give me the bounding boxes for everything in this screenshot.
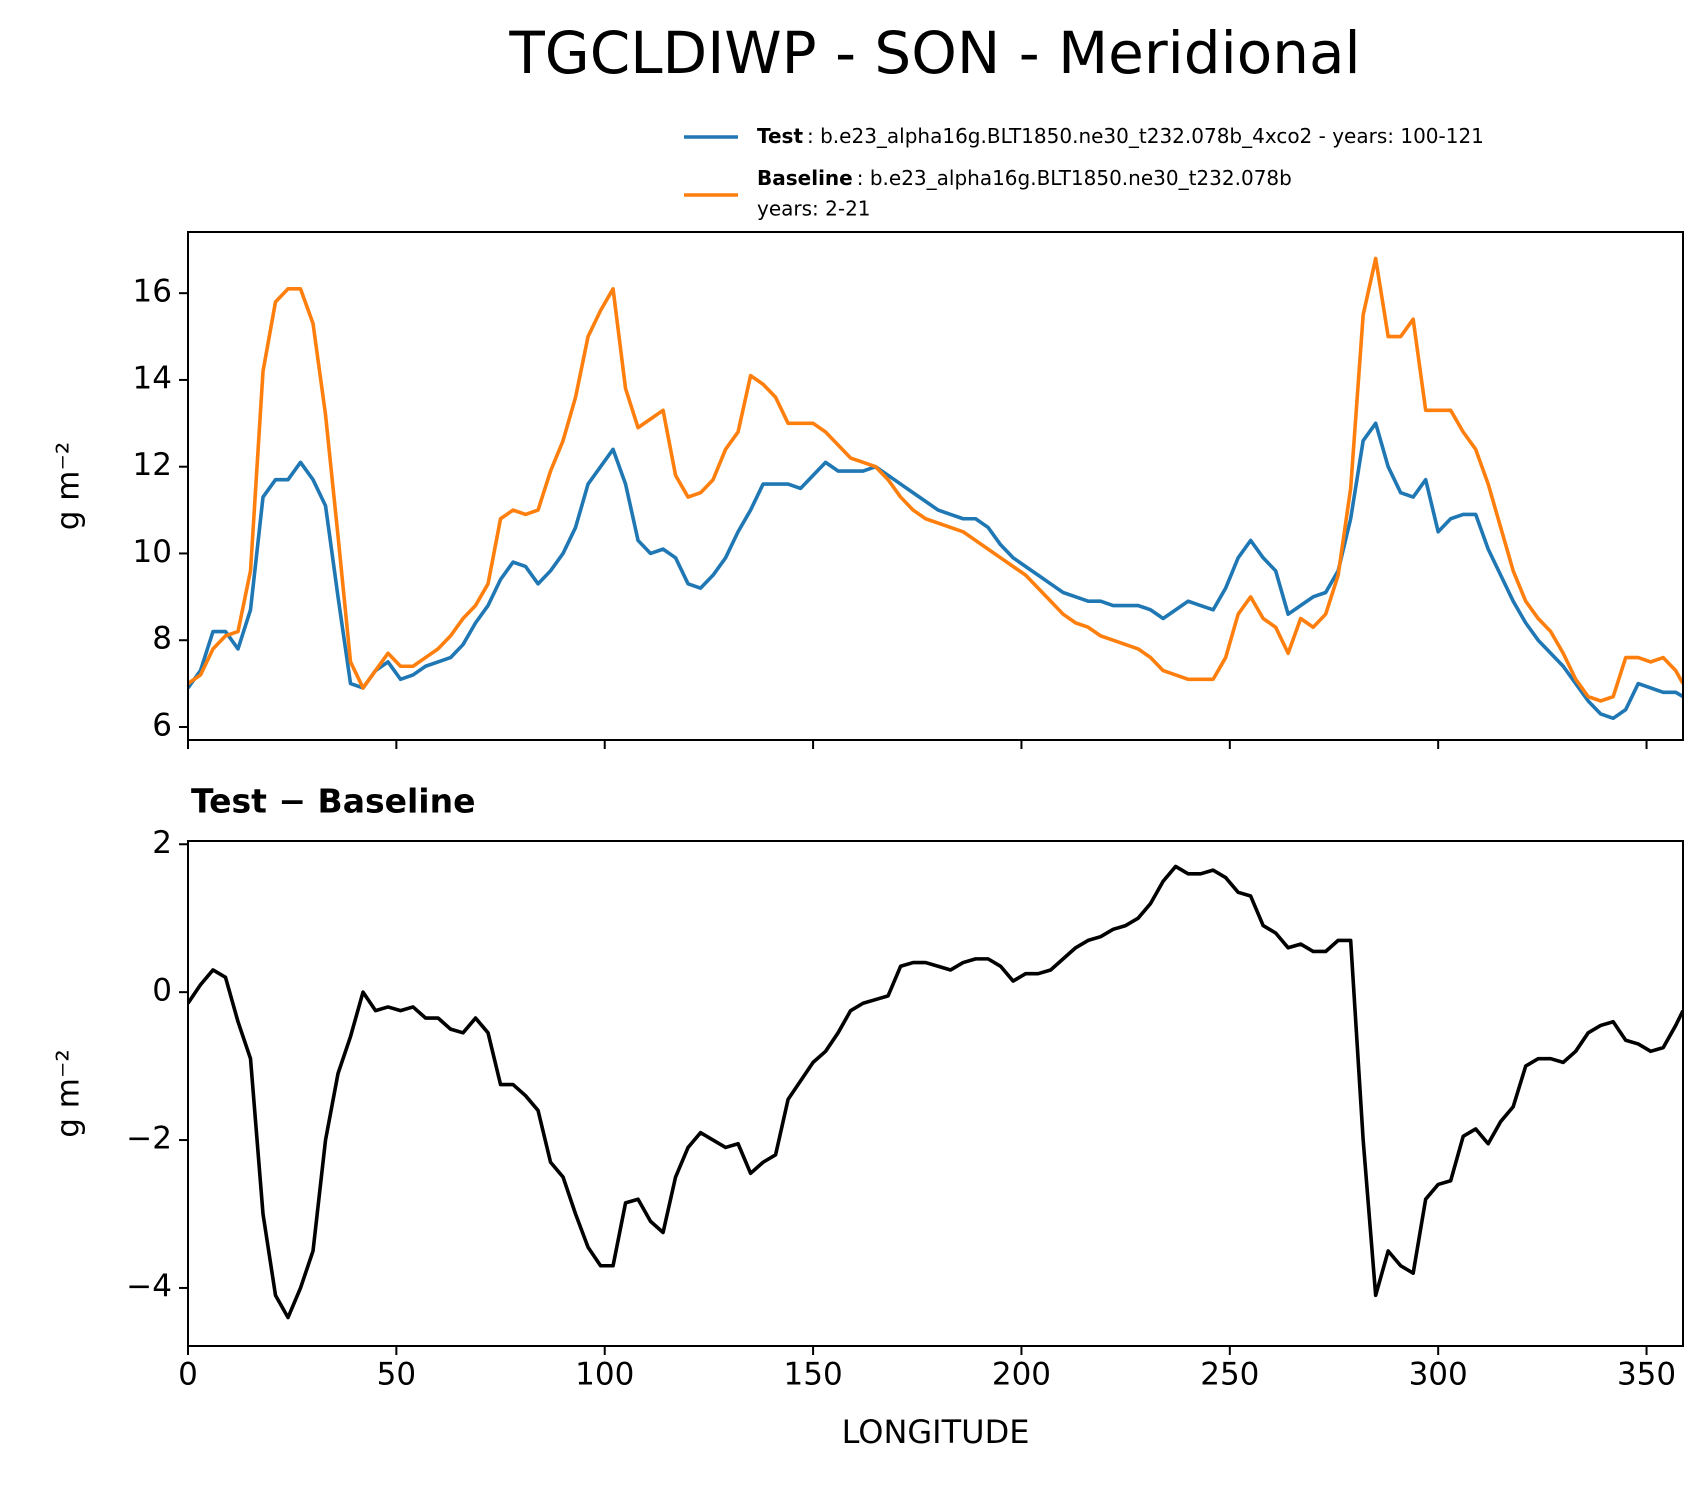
legend-entry: Baseline: b.e23_alpha16g.BLT1850.ne30_t2… [757,166,1292,190]
y-tick-label: 0 [152,973,172,1009]
x-tick-label: 350 [1617,1357,1676,1393]
x-tick-label: 150 [784,1357,843,1393]
x-tick-label: 50 [377,1357,416,1393]
x-tick-label: 300 [1409,1357,1468,1393]
y-tick-label: 8 [152,621,172,657]
x-tick-label: 250 [1200,1357,1259,1393]
x-tick-label: 200 [992,1357,1051,1393]
y-tick-label: −4 [126,1268,172,1304]
legend-entry: Test: b.e23_alpha16g.BLT1850.ne30_t232.0… [757,124,1484,148]
legend-name: Test [757,124,803,148]
y-axis-label: g m⁻² [51,442,87,531]
legend-description: : b.e23_alpha16g.BLT1850.ne30_t232.078b_… [807,124,1484,148]
axes-frame [187,231,1684,741]
y-tick-label: 6 [152,707,172,743]
x-tick-label: 0 [178,1357,198,1393]
x-axis-label: LONGITUDE [842,1413,1030,1451]
legend-description: years: 2-21 [757,197,871,221]
y-tick-label: 14 [133,360,172,396]
y-tick-label: 16 [133,274,172,310]
data-line [188,864,1683,1320]
y-tick-label: −2 [126,1121,172,1157]
x-tick-label: 100 [575,1357,634,1393]
axes-frame [187,840,1684,1347]
data-line [188,256,1683,703]
y-axis-label: g m⁻² [51,1049,87,1138]
panel-title: Test − Baseline [191,782,476,821]
y-tick-label: 12 [133,447,172,483]
y-tick-label: 10 [133,534,172,570]
legend-name: Baseline [757,166,853,190]
legend-description: : b.e23_alpha16g.BLT1850.ne30_t232.078b [857,166,1292,190]
data-line [188,421,1683,721]
y-tick-label: 2 [152,825,172,861]
figure-title: TGCLDIWP - SON - Meridional [508,19,1360,87]
